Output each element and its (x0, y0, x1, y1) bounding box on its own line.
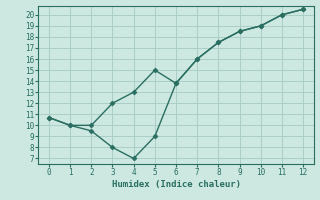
X-axis label: Humidex (Indice chaleur): Humidex (Indice chaleur) (111, 180, 241, 189)
